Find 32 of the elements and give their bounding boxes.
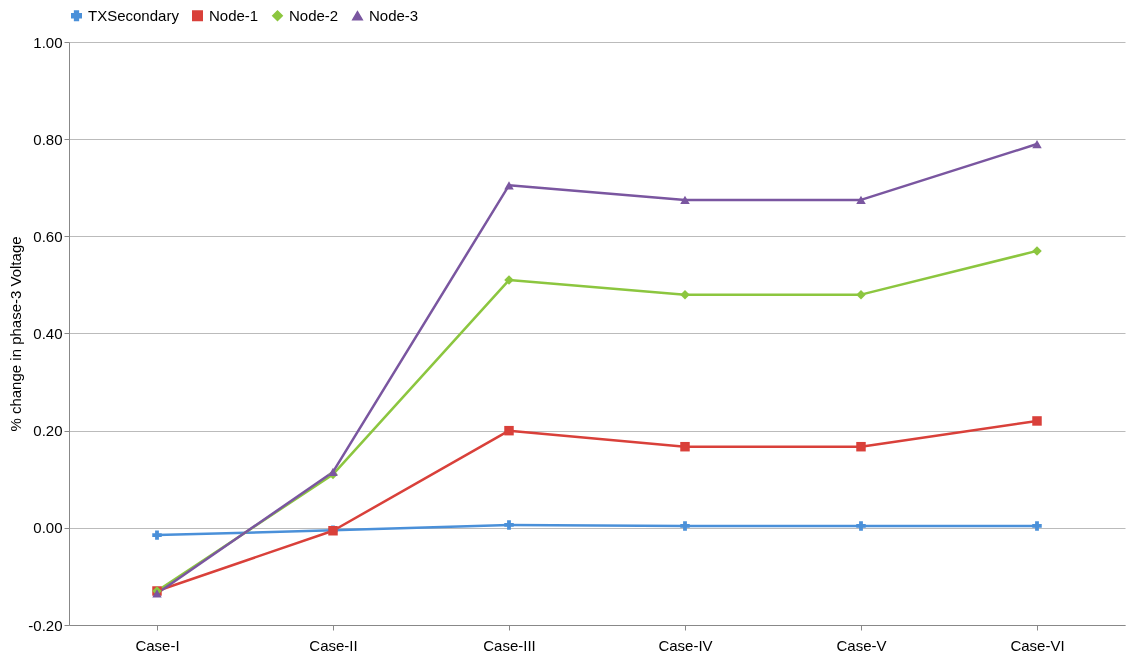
y-tick-label: 0.80 bbox=[33, 130, 63, 148]
y-tick-label: 0.40 bbox=[33, 325, 63, 342]
y-tick-label: 1.00 bbox=[33, 33, 63, 51]
y-axis-title: % change in phase-3 Voltage bbox=[7, 236, 25, 432]
point bbox=[1032, 521, 1042, 531]
point bbox=[680, 441, 690, 452]
point bbox=[856, 289, 866, 300]
point bbox=[856, 521, 866, 531]
x-tick-label: Case-VI bbox=[1010, 636, 1065, 654]
point bbox=[856, 441, 866, 452]
y-tick-label: -0.20 bbox=[28, 616, 63, 634]
legend-label: TXSecondary bbox=[88, 6, 180, 24]
legend-label: Node-2 bbox=[289, 6, 339, 24]
legend-label: Node-3 bbox=[369, 6, 419, 24]
point bbox=[504, 425, 514, 436]
point bbox=[504, 520, 514, 530]
point bbox=[856, 195, 866, 204]
point bbox=[1032, 416, 1042, 426]
x-tick-label: Case-IV bbox=[658, 636, 713, 654]
x-tick-label: Case-II bbox=[309, 636, 358, 654]
point bbox=[152, 530, 162, 540]
y-tick-label: 0.20 bbox=[33, 422, 63, 440]
y-tick-label: 0.60 bbox=[33, 227, 63, 245]
point bbox=[680, 289, 690, 300]
legend-label: Node-1 bbox=[209, 6, 259, 24]
point bbox=[680, 195, 690, 204]
x-tick-label: Case-I bbox=[135, 636, 180, 654]
x-tick-label: Case-V bbox=[836, 636, 887, 654]
y-tick-label: 0.00 bbox=[33, 519, 63, 537]
x-tick-label: Case-III bbox=[483, 636, 536, 654]
point bbox=[680, 521, 690, 531]
point bbox=[1032, 139, 1042, 149]
